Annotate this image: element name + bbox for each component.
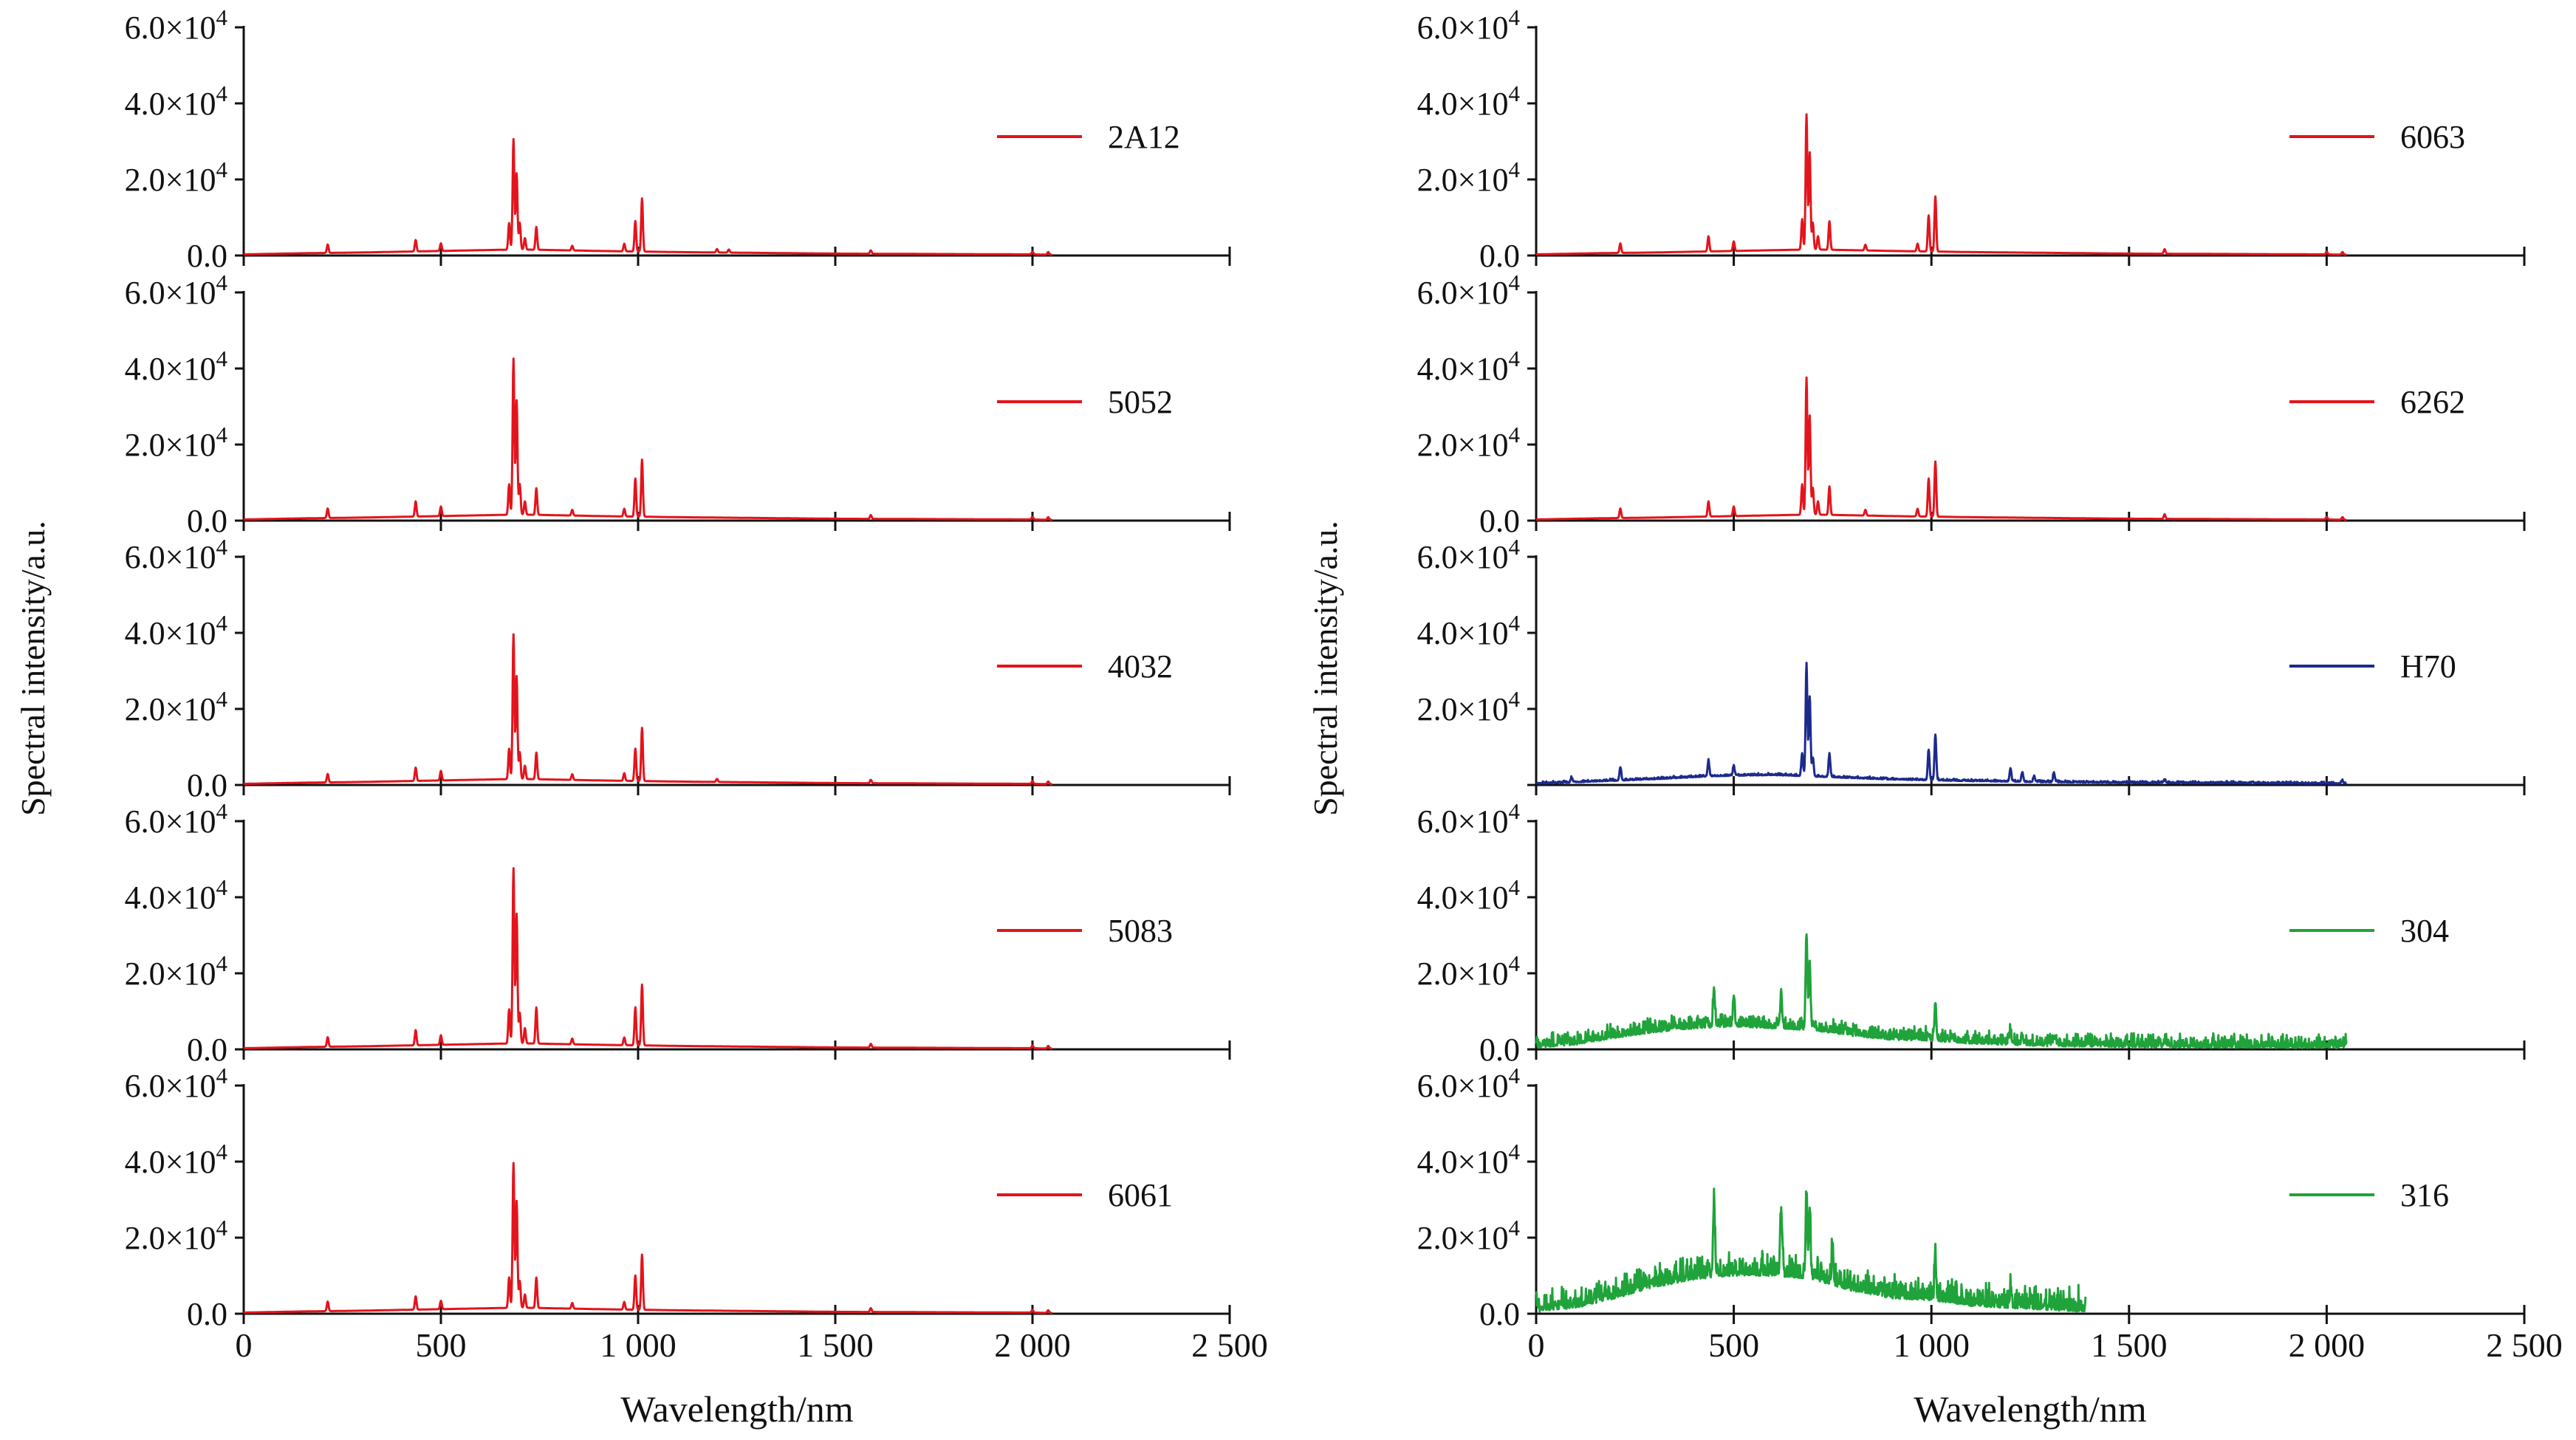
x-axis-label-right: Wavelength/nm xyxy=(1914,1388,2146,1430)
x-tick-label: 2 500 xyxy=(1191,1326,1268,1364)
panel-6063: 0.0 2.0×104 4.0×104 6.0×104 6063 xyxy=(1417,4,2526,274)
legend-label: 4032 xyxy=(1108,648,1173,685)
x-tick-label: 1 000 xyxy=(600,1326,676,1364)
x-tick-label: 500 xyxy=(1708,1326,1759,1364)
y-tick-label: 4.0×104 xyxy=(1417,346,1521,387)
y-tick-label: 2.0×104 xyxy=(1417,157,1521,198)
panel-H70: 2.0×104 4.0×104 6.0×104 H70 xyxy=(1417,534,2526,795)
y-tick-label: 2.0×104 xyxy=(125,157,228,198)
legend-label: 6061 xyxy=(1108,1177,1173,1213)
series-line-316 xyxy=(1535,1187,2087,1313)
y-tick-label: 4.0×104 xyxy=(125,610,228,651)
y-tick-label: 6.0×104 xyxy=(125,1063,228,1104)
x-tick-label: 2 000 xyxy=(994,1326,1071,1364)
y-tick-label: 2.0×104 xyxy=(125,950,228,992)
legend-label: H70 xyxy=(2400,648,2456,685)
legend-label: 304 xyxy=(2400,913,2449,949)
legend-label: 2A12 xyxy=(1108,119,1180,155)
panels: 0.0 2.0×104 4.0×104 6.0×104 2A12 0.0 2.0×104 4.… xyxy=(125,4,2563,1364)
legend-label: 6063 xyxy=(2400,119,2465,155)
y-tick-label: 4.0×104 xyxy=(1417,1139,1521,1180)
series-line-2A12 xyxy=(243,137,1053,256)
panel-5083: 0.0 2.0×104 4.0×104 6.0×104 5083 xyxy=(125,798,1231,1068)
series-line-4032 xyxy=(243,633,1053,786)
series-line-304 xyxy=(1535,933,2348,1049)
y-tick-label: 6.0×104 xyxy=(1417,798,1521,840)
y-tick-label: 0.0 xyxy=(187,1032,227,1068)
y-tick-label: 0.0 xyxy=(187,503,227,539)
y-tick-label: 2.0×104 xyxy=(125,1215,228,1256)
x-tick-label: 0 xyxy=(1528,1326,1545,1364)
y-tick-label: 0.0 xyxy=(1479,1032,1520,1068)
series-line-6063 xyxy=(1535,113,2348,256)
y-tick-label: 0.0 xyxy=(187,1296,227,1332)
y-tick-label: 0.0 xyxy=(1479,238,1520,274)
panel-2A12: 0.0 2.0×104 4.0×104 6.0×104 2A12 xyxy=(125,4,1231,274)
x-tick-label: 1 000 xyxy=(1893,1326,1970,1364)
y-tick-label: 2.0×104 xyxy=(1417,686,1521,727)
legend-label: 5083 xyxy=(1108,913,1173,949)
panel-4032: 0.0 2.0×104 4.0×104 6.0×104 4032 xyxy=(125,534,1231,803)
y-tick-label: 0.0 xyxy=(187,238,227,274)
y-axis-label-left: Spectral intensity/a.u. xyxy=(14,521,52,816)
panel-6262: 0.0 2.0×104 4.0×104 6.0×104 6262 xyxy=(1417,270,2526,539)
y-tick-label: 6.0×104 xyxy=(125,270,228,311)
y-tick-label: 4.0×104 xyxy=(125,874,228,916)
y-tick-label: 4.0×104 xyxy=(1417,874,1521,916)
y-tick-label: 2.0×104 xyxy=(1417,1215,1521,1256)
x-tick-label: 1 500 xyxy=(797,1326,874,1364)
y-tick-label: 2.0×104 xyxy=(125,422,228,463)
x-tick-label: 0 xyxy=(236,1326,253,1364)
y-tick-label: 4.0×104 xyxy=(125,346,228,387)
y-tick-label: 0.0 xyxy=(1479,503,1520,539)
y-tick-label: 4.0×104 xyxy=(1417,610,1521,651)
legend-label: 316 xyxy=(2400,1177,2449,1213)
y-tick-label: 2.0×104 xyxy=(1417,422,1521,463)
panel-6061: 0.0 2.0×104 4.0×104 6.0×104 0 500 1 000 1 500 2 … xyxy=(125,1063,1268,1364)
y-tick-label: 4.0×104 xyxy=(1417,80,1521,122)
y-tick-label: 6.0×104 xyxy=(1417,270,1521,311)
legend-label: 5052 xyxy=(1108,384,1173,420)
y-tick-label: 6.0×104 xyxy=(125,798,228,840)
y-tick-label: 4.0×104 xyxy=(125,80,228,122)
series-line-5083 xyxy=(243,867,1053,1050)
y-tick-label: 6.0×104 xyxy=(1417,1063,1521,1104)
x-axis-label-left: Wavelength/nm xyxy=(620,1388,853,1430)
y-tick-label: 2.0×104 xyxy=(125,686,228,727)
y-tick-label: 0.0 xyxy=(1479,1296,1520,1332)
x-tick-label: 2 500 xyxy=(2486,1326,2563,1364)
x-tick-label: 500 xyxy=(416,1326,467,1364)
panel-304: 0.0 2.0×104 4.0×104 6.0×104 304 xyxy=(1417,798,2526,1068)
y-tick-label: 6.0×104 xyxy=(125,4,228,46)
y-tick-label: 0.0 xyxy=(187,767,227,803)
y-axis-label-right: Spectral intensity/a.u. xyxy=(1306,521,1344,816)
y-tick-label: 6.0×104 xyxy=(1417,534,1521,575)
series-line-6061 xyxy=(243,1162,1053,1314)
y-tick-label: 6.0×104 xyxy=(125,534,228,575)
y-tick-label: 6.0×104 xyxy=(1417,4,1521,46)
y-tick-label: 2.0×104 xyxy=(1417,950,1521,992)
series-line-5052 xyxy=(243,357,1053,521)
x-tick-label: 1 500 xyxy=(2091,1326,2168,1364)
panel-5052: 0.0 2.0×104 4.0×104 6.0×104 5052 xyxy=(125,270,1231,539)
series-line-6262 xyxy=(1535,376,2348,521)
y-tick-label: 4.0×104 xyxy=(125,1139,228,1180)
x-tick-label: 2 000 xyxy=(2289,1326,2366,1364)
legend-label: 6262 xyxy=(2400,384,2465,420)
series-line-H70 xyxy=(1535,662,2348,785)
panel-316: 0.0 2.0×104 4.0×104 6.0×104 0 500 1 000 1 500 2 … xyxy=(1417,1063,2563,1364)
